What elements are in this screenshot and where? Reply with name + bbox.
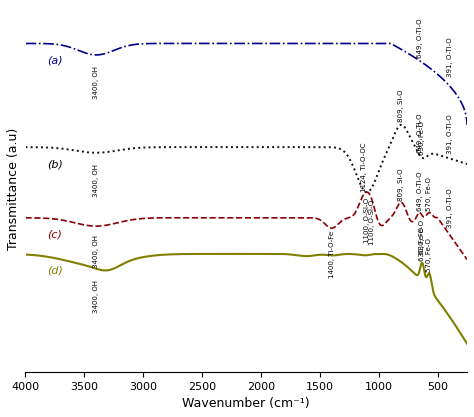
- Text: 570, Fe-O: 570, Fe-O: [427, 177, 432, 211]
- Y-axis label: Transmittance (a.u): Transmittance (a.u): [7, 128, 20, 251]
- Text: 649, O-Ti-O: 649, O-Ti-O: [417, 172, 423, 211]
- Text: (c): (c): [47, 230, 62, 240]
- Text: (b): (b): [47, 159, 63, 169]
- Text: 1400, Ti-O-Fe: 1400, Ti-O-Fe: [328, 231, 335, 278]
- Text: 630, Fe-O: 630, Fe-O: [419, 121, 425, 155]
- Text: 649, O-Ti-O: 649, O-Ti-O: [417, 113, 423, 153]
- Text: 649, O-Ti-O: 649, O-Ti-O: [417, 19, 423, 58]
- Text: 1124, Ti-O-OC: 1124, Ti-O-OC: [361, 143, 367, 193]
- Text: 1100, O-SI-O: 1100, O-SI-O: [364, 198, 370, 243]
- Text: (a): (a): [47, 55, 62, 65]
- Text: 391, O-Ti-O: 391, O-Ti-O: [447, 188, 454, 228]
- Text: 570, Fe-O: 570, Fe-O: [427, 238, 432, 272]
- Text: 3400, OH: 3400, OH: [93, 280, 99, 313]
- Text: 630, Fe-O: 630, Fe-O: [419, 220, 425, 254]
- Text: 1100, O-SI-O: 1100, O-SI-O: [369, 200, 374, 245]
- X-axis label: Wavenumber (cm⁻¹): Wavenumber (cm⁻¹): [182, 397, 310, 410]
- Text: (d): (d): [47, 266, 63, 276]
- Text: 391, O-Ti-O: 391, O-Ti-O: [447, 114, 454, 154]
- Text: 809, Si-O: 809, Si-O: [398, 90, 404, 122]
- Text: 3400, OH: 3400, OH: [93, 234, 99, 268]
- Text: 3400, OH: 3400, OH: [93, 66, 99, 99]
- Text: 630, Fe-O: 630, Fe-O: [419, 227, 425, 261]
- Text: 391, O-Ti-O: 391, O-Ti-O: [447, 37, 454, 77]
- Text: 3400, OH: 3400, OH: [93, 164, 99, 197]
- Text: 809, Si-O: 809, Si-O: [398, 168, 404, 201]
